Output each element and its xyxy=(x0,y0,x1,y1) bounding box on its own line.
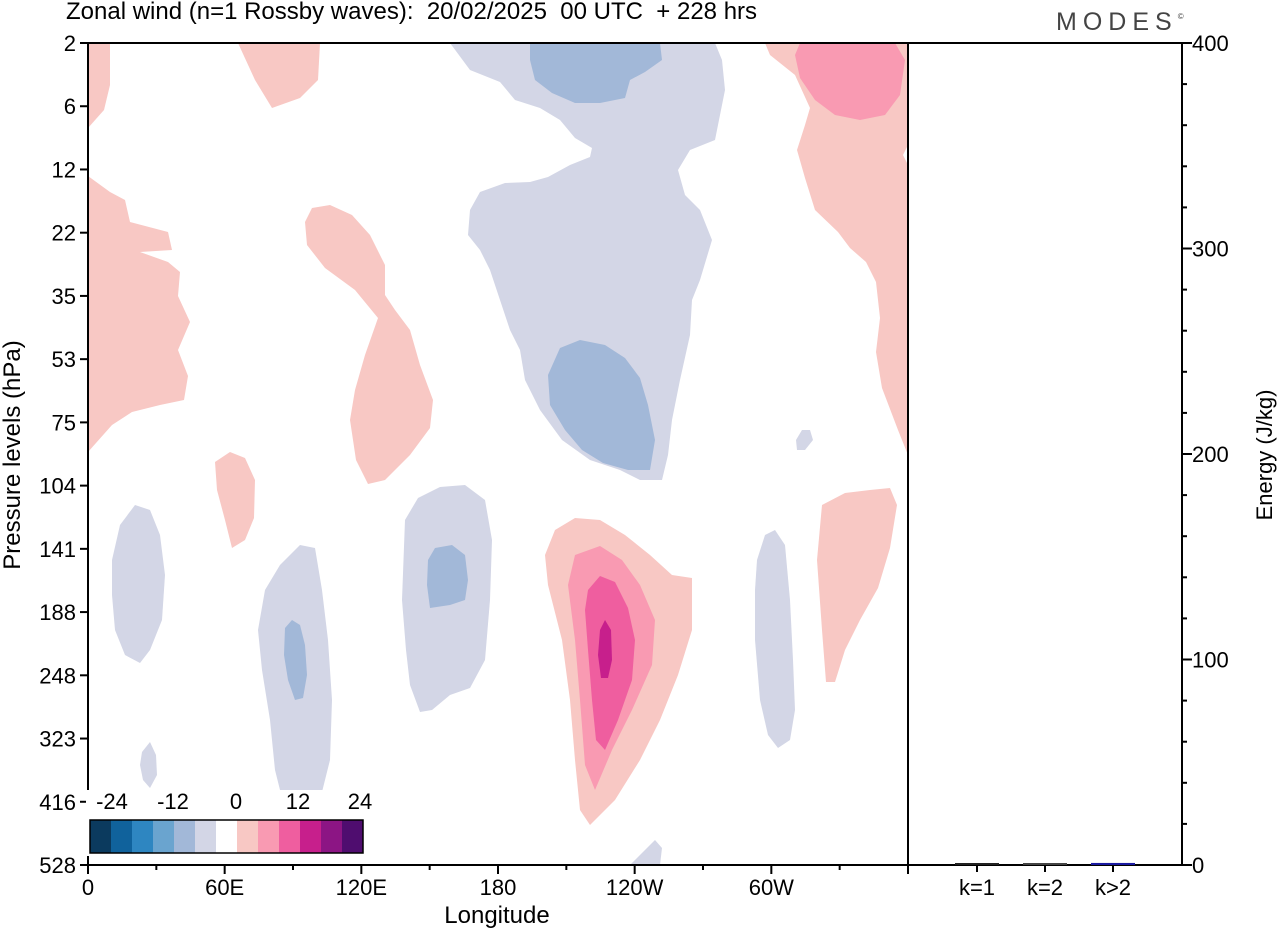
colorbar-frame xyxy=(89,819,364,854)
negative-region-far-left xyxy=(112,505,165,663)
energy-bar xyxy=(1023,863,1067,865)
pressure-tick-label: 248 xyxy=(39,663,76,688)
x-axis-label: Longitude xyxy=(444,902,549,929)
pressure-tick-label: 416 xyxy=(39,790,76,815)
pressure-tick-label: 35 xyxy=(52,284,76,309)
longitude-tick-label: 60E xyxy=(205,875,244,900)
bar-category-label: k=2 xyxy=(1027,875,1063,900)
positive-region-small-blob xyxy=(215,452,255,548)
energy-tick-label: 0 xyxy=(1192,853,1204,878)
colorbar-tick-label: 0 xyxy=(230,789,242,814)
colorbar-swatch xyxy=(237,820,258,853)
pressure-tick-label: 2 xyxy=(64,31,76,56)
positive-region-top-left-edge xyxy=(88,43,110,128)
colorbar-swatch xyxy=(342,820,363,853)
y-axis-label: Pressure levels (hPa) xyxy=(0,340,26,569)
positive-region-central-jet-core xyxy=(598,620,612,678)
bar-category-label: k>2 xyxy=(1095,875,1131,900)
pressure-tick-label: 12 xyxy=(52,157,76,182)
colorbar: -24 -12 0 12 24 xyxy=(86,789,384,856)
colorbar-swatch xyxy=(174,820,195,853)
chart-title: Zonal wind (n=1 Rossby waves): 20/02/202… xyxy=(66,0,758,25)
copyright-mark: © xyxy=(1177,12,1184,21)
pressure-tick-label: 6 xyxy=(64,94,76,119)
pressure-tick-label: 104 xyxy=(39,474,76,499)
colorbar-swatch xyxy=(90,820,111,853)
colorbar-swatch xyxy=(258,820,279,853)
colorbar-tick-label: 12 xyxy=(286,789,310,814)
longitude-axis: 0 60E 120E 180 120W 60W xyxy=(82,865,909,900)
colorbar-swatch xyxy=(111,820,132,853)
energy-tick-label: 100 xyxy=(1192,648,1229,673)
negative-region-small-dot xyxy=(140,742,157,788)
pressure-tick-label: 53 xyxy=(52,347,76,372)
colorbar-tick-label: -24 xyxy=(96,789,128,814)
colorbar-tick-label: -12 xyxy=(157,789,189,814)
pressure-tick-label: 528 xyxy=(39,853,76,878)
positive-region-top-right xyxy=(765,43,908,455)
negative-region-tiny-right xyxy=(796,430,813,450)
negative-region-top-center-inner xyxy=(530,43,662,103)
colorbar-swatch xyxy=(216,820,237,853)
negative-region-mid-center-inner xyxy=(548,340,655,470)
energy-axis: 0 100 200 300 400 xyxy=(1182,31,1229,878)
negative-region-right-column xyxy=(755,530,795,748)
pressure-tick-label: 141 xyxy=(39,537,76,562)
energy-bar xyxy=(955,863,999,865)
modes-logo: MODES© xyxy=(1056,8,1184,37)
negative-region-left-column-inner xyxy=(284,620,307,700)
colorbar-swatch xyxy=(321,820,342,853)
pressure-tick-label: 323 xyxy=(39,727,76,752)
energy-axis-label: Energy (J/kg) xyxy=(1252,390,1277,521)
positive-region-top-center-left xyxy=(238,43,320,108)
pressure-axis: 2 6 12 22 35 53 75 104 141 188 248 323 416 528 xyxy=(39,31,88,878)
longitude-tick-label: 120E xyxy=(336,875,387,900)
negative-region-bottom-center xyxy=(630,840,662,865)
longitude-tick-label: 180 xyxy=(480,875,517,900)
positive-region-right-lower xyxy=(817,488,897,682)
longitude-tick-label: 60W xyxy=(749,875,794,900)
colorbar-tick-label: 24 xyxy=(348,789,372,814)
energy-bars: k=1 k=2 k>2 xyxy=(955,862,1135,900)
negative-region-center-inner xyxy=(427,545,468,608)
pressure-tick-label: 22 xyxy=(52,221,76,246)
pressure-tick-label: 75 xyxy=(52,410,76,435)
heatmap-plot xyxy=(88,43,908,865)
positive-region-center-left xyxy=(305,205,433,484)
longitude-tick-label: 120W xyxy=(606,875,664,900)
colorbar-swatch xyxy=(195,820,216,853)
colorbar-swatch xyxy=(300,820,321,853)
positive-region-left-mid xyxy=(88,176,190,452)
energy-tick-label: 300 xyxy=(1192,237,1229,262)
colorbar-swatch xyxy=(153,820,174,853)
energy-tick-label: 400 xyxy=(1192,31,1229,56)
brand-text: MODES xyxy=(1056,8,1178,36)
bar-category-label: k=1 xyxy=(959,875,995,900)
colorbar-swatch xyxy=(132,820,153,853)
longitude-tick-label: 0 xyxy=(82,875,94,900)
pressure-tick-label: 188 xyxy=(39,600,76,625)
colorbar-swatch xyxy=(279,820,300,853)
positive-region-top-right-inner xyxy=(795,43,905,120)
negative-region-top-center xyxy=(450,43,725,480)
energy-tick-label: 200 xyxy=(1192,442,1229,467)
energy-bar xyxy=(1091,862,1135,865)
